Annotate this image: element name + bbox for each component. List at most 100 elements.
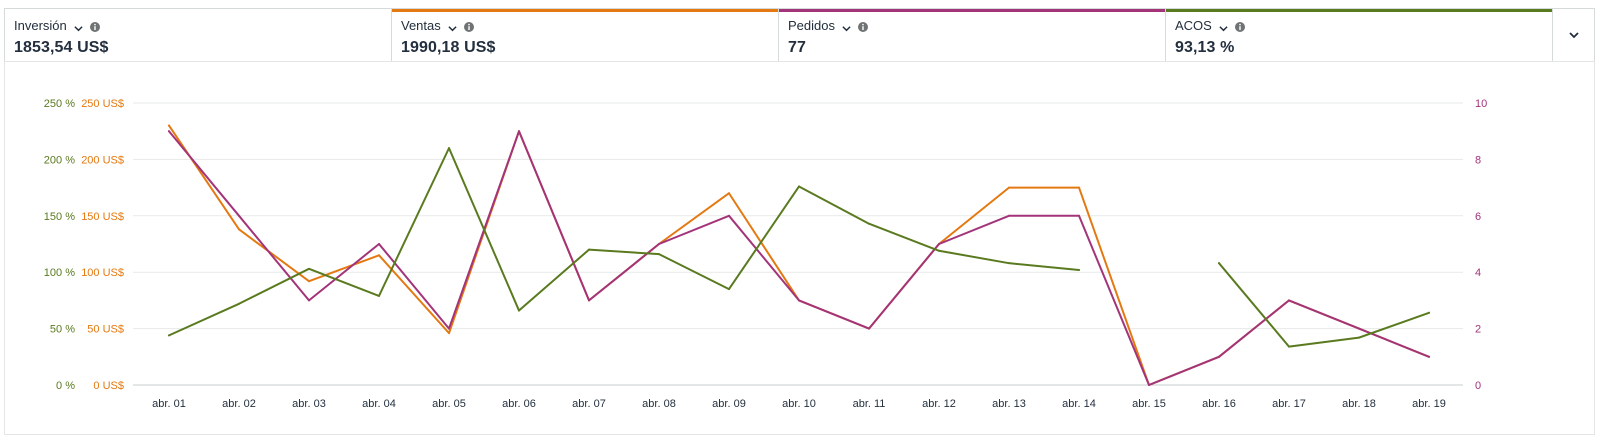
data-point-acos: [1218, 262, 1220, 265]
metric-header: Inversión: [14, 17, 391, 33]
data-point-acos: [1428, 311, 1430, 314]
data-point-pedidos: [868, 327, 870, 330]
x-tick-label: abr. 19: [1412, 398, 1446, 410]
chevron-down-icon: [1568, 32, 1579, 39]
x-tick-label: abr. 17: [1272, 398, 1306, 410]
y-tick-label-right: 2: [1475, 324, 1481, 336]
data-point-pedidos: [1008, 214, 1010, 217]
data-point-acos: [658, 253, 660, 256]
data-point-pedidos: [938, 243, 940, 245]
data-point-acos: [518, 309, 520, 312]
x-tick-label: abr. 02: [222, 398, 256, 410]
data-point-acos: [798, 185, 800, 188]
data-point-acos: [588, 248, 590, 251]
info-icon[interactable]: [1234, 20, 1245, 32]
y-tick-label-right: 8: [1475, 154, 1481, 166]
data-point-ventas: [308, 280, 310, 283]
y-tick-label-percent: 100 %: [44, 267, 75, 279]
metric-header: Ventas: [401, 17, 778, 33]
x-tick-label: abr. 08: [642, 398, 676, 410]
data-point-pedidos: [1428, 355, 1430, 358]
data-point-pedidos: [518, 130, 520, 133]
metric-header: Pedidos: [788, 17, 1165, 33]
y-tick-label-percent: 200 %: [44, 154, 75, 166]
data-point-pedidos: [308, 299, 310, 302]
chevron-down-icon[interactable]: [448, 21, 457, 31]
grid-lines: [133, 102, 1463, 386]
y-tick-label-currency: 100 US$: [81, 267, 124, 279]
x-tick-label: abr. 05: [432, 398, 466, 410]
metric-value: 1853,54 US$: [14, 39, 109, 56]
data-point-pedidos: [658, 243, 660, 245]
y-tick-label-right: 0: [1475, 380, 1481, 392]
chevron-down-icon[interactable]: [842, 21, 851, 31]
info-icon[interactable]: [857, 20, 868, 32]
data-point-ventas: [448, 332, 450, 335]
y-tick-label-percent: 250 %: [44, 98, 75, 110]
expand-metrics-button[interactable]: [1553, 9, 1594, 61]
data-point-pedidos: [1288, 299, 1290, 302]
data-point-ventas: [728, 192, 730, 195]
data-point-acos: [378, 294, 380, 297]
metric-ventas[interactable]: Ventas 1990,18 US$: [392, 9, 779, 61]
y-tick-label-currency: 200 US$: [81, 154, 124, 166]
metric-color-bar: [392, 9, 778, 12]
x-tick-label: abr. 09: [712, 398, 746, 410]
metric-color-bar: [779, 9, 1165, 12]
data-point-pedidos: [728, 214, 730, 217]
metric-pedidos[interactable]: Pedidos 77: [779, 9, 1166, 61]
metric-label: ACOS: [1175, 17, 1212, 33]
data-point-pedidos: [1148, 384, 1150, 386]
series-line-ventas: [168, 124, 1430, 386]
data-point-pedidos: [168, 130, 170, 133]
data-point-pedidos: [378, 243, 380, 245]
x-tick-label: abr. 07: [572, 398, 606, 410]
metric-value: 77: [788, 39, 806, 56]
x-tick-label: abr. 11: [853, 398, 886, 410]
metrics-bar: Inversión 1853,54 US$ Ventas 1990,18 US$…: [4, 8, 1595, 62]
data-point-acos: [308, 267, 310, 270]
data-point-ventas: [1078, 186, 1080, 189]
data-point-pedidos: [448, 327, 450, 330]
x-tick-label: abr. 15: [1132, 398, 1166, 410]
x-tick-label: abr. 16: [1202, 398, 1236, 410]
data-point-pedidos: [1358, 327, 1360, 330]
data-point-pedidos: [588, 299, 590, 302]
chevron-down-icon[interactable]: [1219, 21, 1228, 31]
info-icon[interactable]: [89, 20, 100, 32]
x-tick-label: abr. 04: [362, 398, 396, 410]
series-line-pedidos: [168, 130, 1430, 386]
metric-inversion[interactable]: Inversión 1853,54 US$: [5, 9, 392, 61]
data-point-pedidos: [1078, 214, 1080, 217]
metric-header: ACOS: [1175, 17, 1552, 33]
chart-area: 0 % 50 % 100 % 150 % 200 % 250 % 0 US$ 50 US$ 1…: [4, 61, 1595, 435]
metric-value: 93,13 %: [1175, 39, 1235, 56]
data-point-ventas: [1008, 186, 1010, 189]
data-point-acos: [868, 222, 870, 225]
metric-label: Pedidos: [788, 17, 835, 33]
x-tick-label: abr. 12: [922, 398, 956, 410]
left-currency-axis: 0 US$ 50 US$ 100 US$ 150 US$ 200 US$ 250 US$: [81, 98, 124, 392]
data-point-acos: [1008, 262, 1010, 265]
metric-acos[interactable]: ACOS 93,13 %: [1166, 9, 1553, 61]
data-point-acos: [938, 249, 940, 252]
metric-label: Ventas: [401, 17, 441, 33]
x-tick-label: abr. 06: [502, 398, 536, 410]
data-point-acos: [1078, 268, 1080, 271]
x-tick-label: abr. 10: [782, 398, 816, 410]
y-tick-label-right: 10: [1475, 98, 1487, 110]
data-point-acos: [1288, 345, 1290, 348]
x-tick-label: abr. 18: [1342, 398, 1376, 410]
info-icon[interactable]: [463, 20, 474, 32]
data-point-pedidos: [1218, 355, 1220, 358]
right-count-axis: 0 2 4 6 8 10: [1475, 98, 1487, 392]
x-tick-label: abr. 14: [1062, 398, 1096, 410]
data-point-pedidos: [238, 214, 240, 217]
y-tick-label-currency: 50 US$: [87, 324, 124, 336]
data-point-acos: [168, 334, 170, 337]
metric-value: 1990,18 US$: [401, 39, 496, 56]
chevron-down-icon[interactable]: [74, 21, 83, 31]
x-axis: abr. 01 abr. 02 abr. 03 abr. 04 abr. 05 abr. …: [152, 398, 1446, 410]
y-tick-label-percent: 50 %: [50, 324, 75, 336]
data-point-acos: [1358, 336, 1360, 339]
